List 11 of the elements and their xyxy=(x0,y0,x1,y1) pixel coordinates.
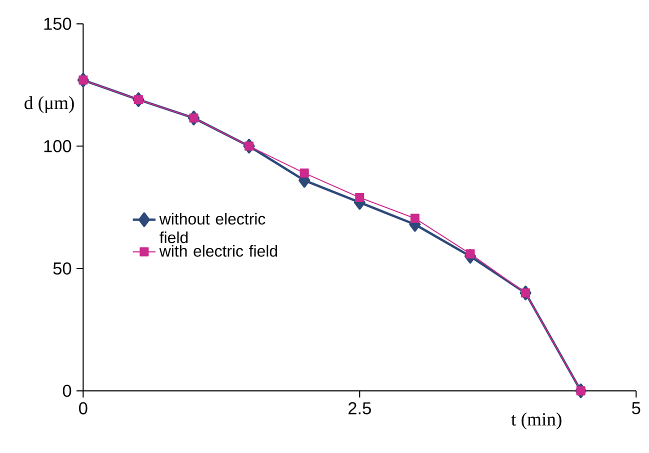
y-tick-label: 150 xyxy=(44,18,72,30)
y-axis-title: d (μm) xyxy=(24,96,74,113)
legend-label: with electric field xyxy=(159,244,278,257)
x-tick-label: 0 xyxy=(79,402,88,414)
y-tick-label: 50 xyxy=(53,262,72,274)
x-tick-label: 2.5 xyxy=(348,402,371,414)
legend-label: without electric field xyxy=(159,212,266,244)
y-tick-label: 100 xyxy=(44,140,72,152)
x-tick-label: 5 xyxy=(632,402,640,414)
y-tick-label: 0 xyxy=(62,384,72,397)
x-axis-title: t (min) xyxy=(511,412,562,430)
